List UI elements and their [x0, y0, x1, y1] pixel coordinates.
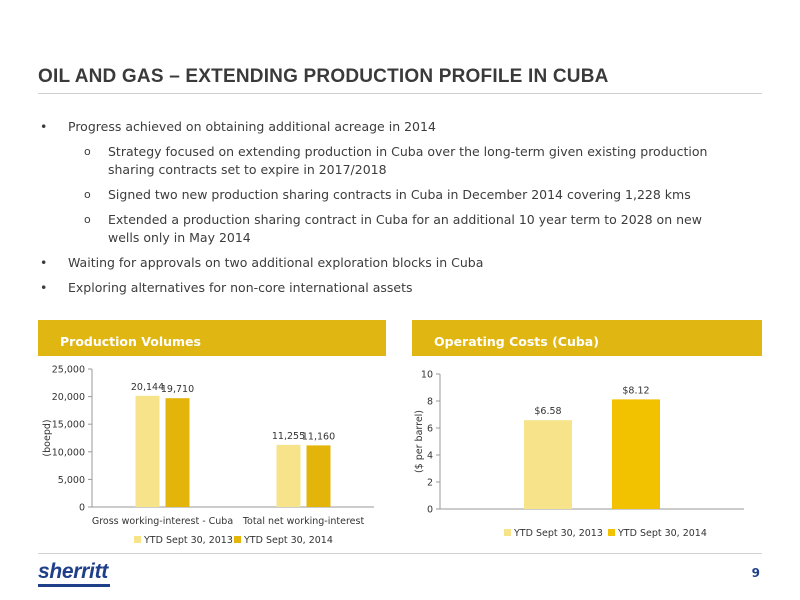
y-tick-label: 10,000 [52, 447, 85, 458]
sub-bullet-text: Signed two new production sharing contra… [108, 187, 691, 202]
bar [306, 445, 331, 507]
page-number: 9 [751, 566, 760, 580]
operating-costs-title: Operating Costs (Cuba) [434, 334, 599, 349]
x-category-label: Total net working-interest [242, 516, 365, 527]
data-label: 11,160 [302, 431, 335, 442]
data-label: 20,144 [131, 382, 164, 393]
page-title: OIL AND GAS – EXTENDING PRODUCTION PROFI… [38, 66, 609, 87]
logo-underline [38, 584, 110, 587]
legend-swatch [504, 529, 511, 536]
footer-divider [38, 553, 762, 554]
title-divider [38, 93, 762, 94]
sub-bullet-text: Extended a production sharing contract i… [108, 212, 702, 245]
bullet-marker: • [40, 119, 48, 134]
data-label: 19,710 [161, 384, 194, 395]
legend-swatch [134, 536, 141, 543]
data-label: 11,255 [272, 431, 305, 442]
sub-bullet-marker: o [84, 213, 91, 226]
bullet-marker: • [40, 255, 48, 270]
data-label: $6.58 [534, 406, 561, 417]
legend-swatch [608, 529, 615, 536]
bullet-text: Waiting for approvals on two additional … [68, 255, 484, 270]
bullet-item: • Waiting for approvals on two additiona… [38, 254, 758, 272]
production-volumes-title: Production Volumes [60, 334, 201, 349]
production-volumes-header: Production Volumes [38, 320, 386, 356]
bullet-text: Exploring alternatives for non-core inte… [68, 280, 413, 295]
bullet-marker: • [40, 280, 48, 295]
legend-swatch [234, 536, 241, 543]
x-category-label: Gross working-interest - Cuba [92, 516, 233, 527]
sub-bullet-marker: o [84, 188, 91, 201]
production-volumes-chart: 0 5,000 10,000 15,000 20,000 25,000 (boepd) 20,… [42, 365, 374, 546]
bar [135, 395, 160, 507]
legend-label: YTD Sept 30, 2013 [143, 535, 233, 546]
legend-label: YTD Sept 30, 2013 [513, 528, 603, 539]
sub-bullet-marker: o [84, 145, 91, 158]
y-axis-label: (boepd) [42, 419, 53, 456]
y-tick-label: 25,000 [52, 365, 85, 376]
y-tick-label: 5,000 [58, 475, 85, 486]
bullet-item: • Exploring alternatives for non-core in… [38, 279, 758, 297]
sub-bullet-item: o Signed two new production sharing cont… [38, 186, 758, 204]
bullet-list: • Progress achieved on obtaining additio… [38, 118, 758, 304]
sub-bullet-item: o Extended a production sharing contract… [38, 211, 758, 247]
y-tick-label: 0 [79, 503, 85, 514]
y-tick-label: 15,000 [52, 420, 85, 431]
y-tick-label: 8 [427, 397, 433, 408]
y-tick-label: 6 [427, 424, 433, 435]
y-tick-label: 2 [427, 478, 433, 489]
operating-costs-header: Operating Costs (Cuba) [412, 320, 762, 356]
bar [612, 399, 660, 509]
operating-costs-chart: 0 2 4 6 8 10 ($ per barrel) $6.58 $8.12 YTD Sept … [414, 370, 744, 539]
sub-bullet-text: Strategy focused on extending production… [108, 144, 708, 177]
data-label: $8.12 [622, 385, 649, 396]
y-tick-label: 4 [427, 451, 433, 462]
y-tick-label: 20,000 [52, 392, 85, 403]
bullet-text: Progress achieved on obtaining additiona… [68, 119, 436, 134]
bar [165, 398, 190, 507]
y-tick-label: 10 [421, 370, 433, 381]
y-tick-label: 0 [427, 505, 433, 516]
bar [276, 444, 301, 507]
sherritt-logo: sherritt [38, 560, 108, 583]
bullet-item: • Progress achieved on obtaining additio… [38, 118, 758, 136]
sub-bullet-item: o Strategy focused on extending producti… [38, 143, 758, 179]
y-axis-label: ($ per barrel) [414, 410, 425, 473]
legend-label: YTD Sept 30, 2014 [617, 528, 707, 539]
legend-label: YTD Sept 30, 2014 [243, 535, 333, 546]
bar [524, 420, 572, 509]
